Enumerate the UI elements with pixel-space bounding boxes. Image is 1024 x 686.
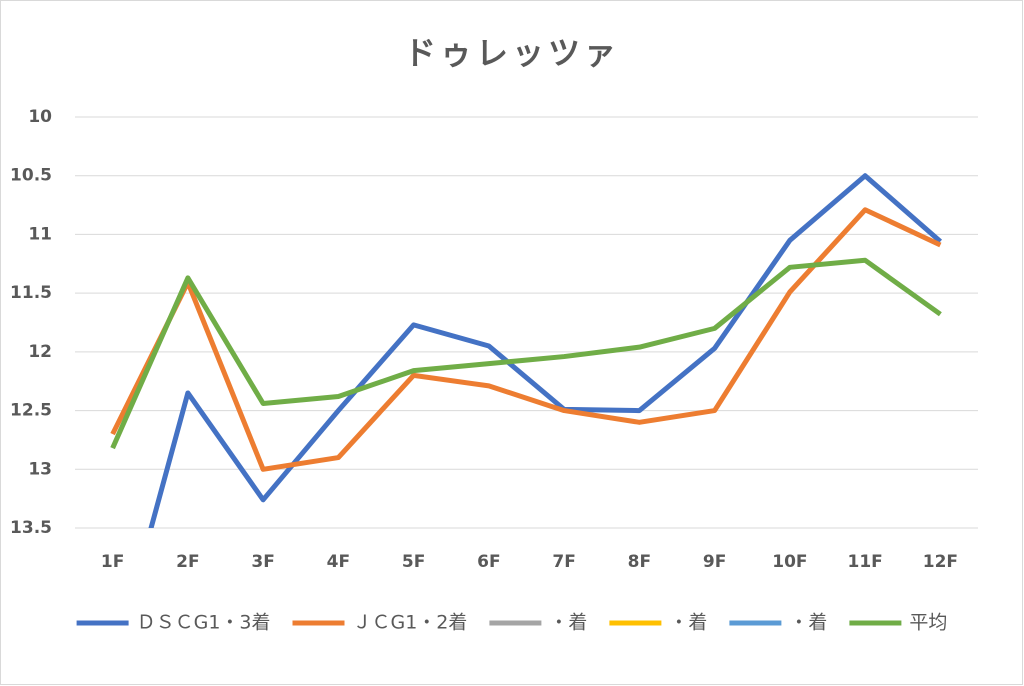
legend-label: ＪＣG1・2着 [352, 612, 467, 634]
chart-title: ドゥレッツァ [404, 34, 620, 72]
x-tick-label: 2F [176, 552, 199, 572]
y-tick-label: 10 [28, 107, 52, 127]
x-tick-label: 10F [772, 552, 807, 572]
legend-label: 平均 [909, 612, 947, 634]
y-tick-label: 13 [28, 459, 52, 479]
y-tick-label: 10.5 [10, 166, 52, 186]
legend-label: ・着 [549, 612, 587, 634]
x-tick-label: 9F [703, 552, 726, 572]
x-tick-label: 6F [477, 552, 500, 572]
x-tick-label: 5F [402, 552, 425, 572]
y-tick-label: 13.5 [10, 518, 52, 538]
series-line [148, 173, 943, 528]
x-tick-label: 11F [847, 552, 882, 572]
y-tick-label: 12 [28, 342, 52, 362]
x-tick-label: 8F [628, 552, 651, 572]
x-tick-label: 4F [327, 552, 350, 572]
x-tick-label: 1F [101, 552, 124, 572]
y-tick-label: 11 [28, 224, 52, 244]
series-line [110, 207, 942, 472]
legend-label: ＤＳＣG1・3着 [137, 612, 271, 634]
x-tick-label: 12F [923, 552, 958, 572]
x-tick-label: 7F [552, 552, 575, 572]
legend-label: ・着 [669, 612, 707, 634]
series-line [110, 257, 942, 450]
legend-label: ・着 [789, 612, 827, 634]
x-tick-label: 3F [251, 552, 274, 572]
y-tick-label: 12.5 [10, 401, 52, 421]
y-tick-label: 11.5 [10, 283, 52, 303]
